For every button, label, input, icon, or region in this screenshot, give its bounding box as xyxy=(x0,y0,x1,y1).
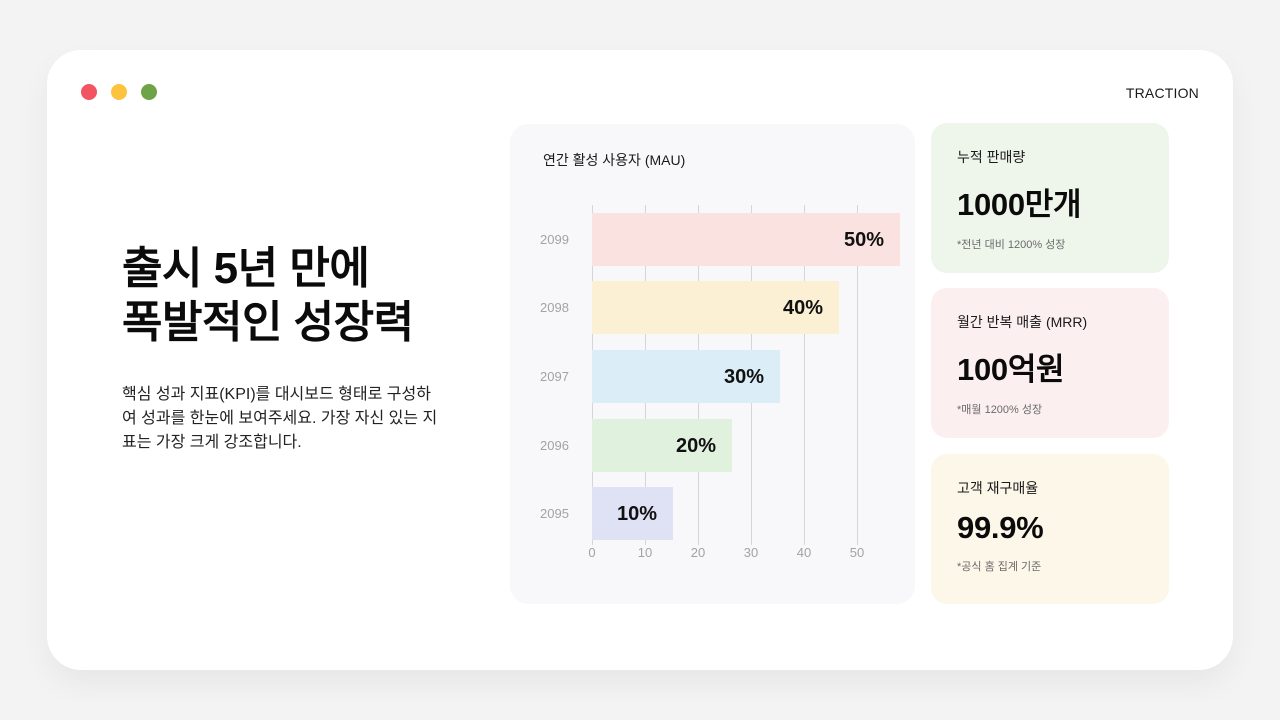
stat-note: *전년 대비 1200% 성장 xyxy=(957,239,1066,251)
headline-line-1: 출시 5년 만에 xyxy=(122,244,370,293)
stat-card-repurchase-rate: 고객 재구매율 99.9% *공식 홈 집계 기준 xyxy=(931,454,1169,604)
stat-label: 월간 반복 매출 (MRR) xyxy=(957,314,1088,330)
chart-panel xyxy=(510,124,915,604)
stat-value: 100억원 xyxy=(957,352,1065,387)
stat-card-mrr: 월간 반복 매출 (MRR) 100억원 *매월 1200% 성장 xyxy=(931,288,1169,438)
stat-note: *공식 홈 집계 기준 xyxy=(957,561,1042,573)
stat-note: *매월 1200% 성장 xyxy=(957,404,1043,416)
page-title: 출시 5년 만에 폭발적인 성장력 xyxy=(122,242,482,350)
section-tag: TRACTION xyxy=(1125,85,1199,101)
stat-card-cumulative-sales: 누적 판매량 1000만개 *전년 대비 1200% 성장 xyxy=(931,123,1169,273)
minimize-dot-icon[interactable] xyxy=(111,84,127,100)
close-dot-icon[interactable] xyxy=(81,84,97,100)
stat-value: 1000만개 xyxy=(957,187,1082,222)
chart-title: 연간 활성 사용자 (MAU) xyxy=(543,152,686,168)
stat-label: 고객 재구매율 xyxy=(957,480,1039,496)
window-controls xyxy=(81,84,157,100)
stat-value: 99.9% xyxy=(957,510,1044,545)
stat-label: 누적 판매량 xyxy=(957,149,1026,165)
maximize-dot-icon[interactable] xyxy=(141,84,157,100)
headline-line-2: 폭발적인 성장력 xyxy=(122,298,414,347)
description: 핵심 성과 지표(KPI)를 대시보드 형태로 구성하여 성과를 한눈에 보여주… xyxy=(122,386,438,451)
